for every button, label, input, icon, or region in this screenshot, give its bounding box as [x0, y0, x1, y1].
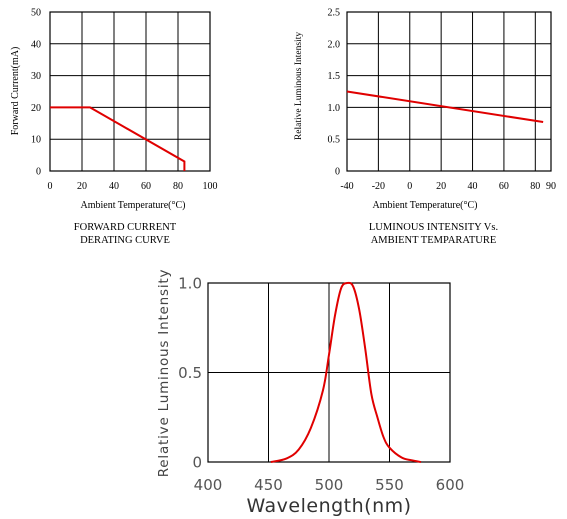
chart2-caption: LUMINOUS INTENSITY Vs. AMBIENT TEMPARATU… — [346, 221, 521, 247]
chart2-y-tick-label: 2.5 — [328, 8, 341, 19]
chart3-y-tick-label: 0.5 — [178, 364, 202, 382]
chart3-y-tick-label: 0 — [192, 453, 202, 471]
chart2-y-tick-label: 0 — [335, 167, 340, 178]
chart1-x-tick-label: 20 — [77, 181, 87, 192]
chart3-plot-frame — [207, 282, 451, 463]
chart2-y-axis-label: Relative Luminous Intensity — [294, 32, 304, 140]
chart3-spectrum-curve — [270, 281, 422, 463]
chart2-x-tick-label: 60 — [499, 181, 509, 192]
chart3-x-tick-label: 450 — [254, 476, 283, 494]
chart1-x-tick-label: 0 — [48, 181, 53, 192]
chart1-x-tick-label: 80 — [173, 181, 183, 192]
chart2-data-line — [346, 90, 544, 124]
chart2-plot-frame — [346, 11, 552, 172]
chart1-y-tick-label: 10 — [31, 135, 41, 146]
chart1-x-tick-label: 60 — [141, 181, 151, 192]
chart1-y-tick-label: 50 — [31, 8, 41, 19]
chart3-x-tick-label: 500 — [315, 476, 344, 494]
chart2-x-axis-label: Ambient Temperature(°C) — [372, 200, 477, 211]
chart2-caption-line2: AMBIENT TEMPARATURE — [370, 235, 497, 246]
chart1-y-tick-label: 40 — [31, 39, 41, 50]
chart1-caption-line2: DERATING CURVE — [80, 235, 170, 246]
chart2-x-tick-label: 40 — [468, 181, 478, 192]
chart3-y-tick-label: 1.0 — [178, 274, 202, 292]
chart3-y-axis-label: Relative Luminous Intensity — [156, 269, 172, 478]
chart2-x-tick-label: -20 — [372, 181, 385, 192]
chart2-x-tick-label: 20 — [436, 181, 446, 192]
chart1-x-axis-label: Ambient Temperature(°C) — [80, 200, 185, 211]
chart1-x-tick-label: 100 — [203, 181, 218, 192]
chart2-x-tick-label: 0 — [407, 181, 412, 192]
chart1-data-line — [50, 106, 186, 171]
chart2-y-tick-label: 2.0 — [328, 39, 341, 50]
chart1-y-tick-label: 0 — [36, 167, 41, 178]
chart3-x-axis-label: Wavelength(nm) — [246, 495, 411, 517]
chart2-y-tick-label: 0.5 — [328, 135, 341, 146]
chart1-y-tick-label: 20 — [31, 103, 41, 114]
chart3-x-tick-label: 550 — [375, 476, 404, 494]
chart2-x-tick-label: -40 — [340, 181, 353, 192]
chart1-x-tick-label: 40 — [109, 181, 119, 192]
chart2-x-tick-label: 80 — [530, 181, 540, 192]
chart3-x-tick-label: 600 — [436, 476, 465, 494]
chart1-caption-line1: FORWARD CURRENT — [73, 222, 177, 233]
chart2-caption-line1: LUMINOUS INTENSITY Vs. — [368, 222, 499, 233]
chart2-y-tick-label: 1.0 — [328, 103, 341, 114]
chart1-y-axis-label: Forward Current(mA) — [10, 47, 21, 136]
chart3-x-tick-label: 400 — [194, 476, 223, 494]
chart2-y-tick-label: 1.5 — [328, 71, 341, 82]
chart2-x-tick-label: 90 — [546, 181, 556, 192]
chart1-y-tick-label: 30 — [31, 71, 41, 82]
chart1-plot-frame — [49, 11, 211, 172]
chart1-caption: FORWARD CURRENT DERATING CURVE — [40, 221, 210, 247]
